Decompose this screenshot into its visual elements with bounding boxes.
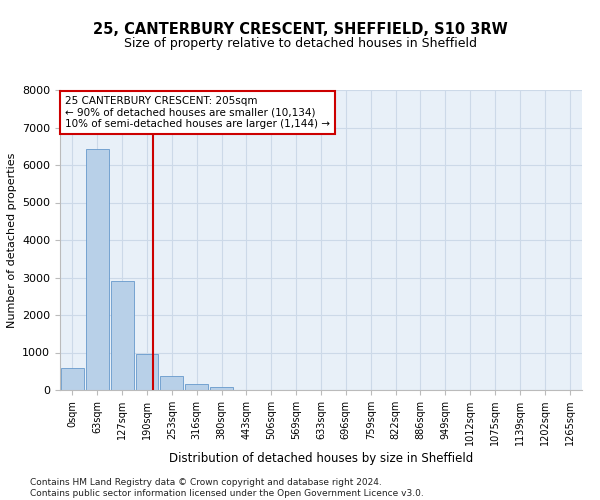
Text: 25, CANTERBURY CRESCENT, SHEFFIELD, S10 3RW: 25, CANTERBURY CRESCENT, SHEFFIELD, S10 … [92, 22, 508, 38]
Bar [185, 384, 208, 390]
Text: Size of property relative to detached houses in Sheffield: Size of property relative to detached ho… [124, 38, 476, 51]
Bar [86, 149, 109, 390]
Bar [210, 387, 233, 390]
Bar [61, 368, 84, 390]
Bar [111, 281, 134, 390]
Y-axis label: Number of detached properties: Number of detached properties [7, 152, 17, 328]
Text: 25 CANTERBURY CRESCENT: 205sqm
← 90% of detached houses are smaller (10,134)
10%: 25 CANTERBURY CRESCENT: 205sqm ← 90% of … [65, 96, 330, 129]
Bar [160, 376, 183, 390]
Text: Contains HM Land Registry data © Crown copyright and database right 2024.
Contai: Contains HM Land Registry data © Crown c… [30, 478, 424, 498]
Bar [136, 354, 158, 390]
X-axis label: Distribution of detached houses by size in Sheffield: Distribution of detached houses by size … [169, 452, 473, 465]
